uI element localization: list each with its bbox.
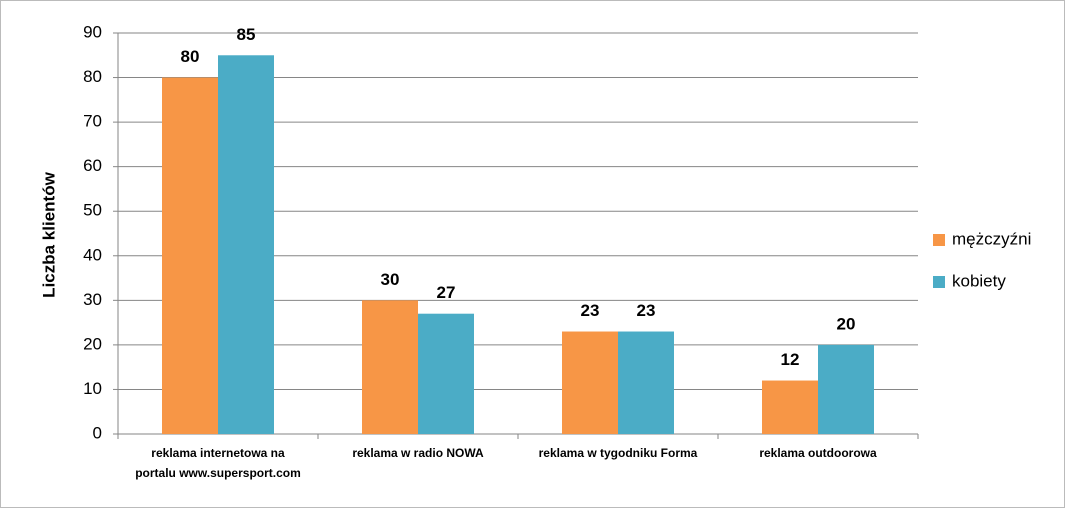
- x-tick-label: reklama w radio NOWA: [352, 446, 484, 460]
- x-tick-label: reklama outdoorowa: [759, 446, 877, 460]
- legend-label: kobiety: [952, 271, 1006, 290]
- data-label: 30: [381, 270, 400, 289]
- y-tick-label: 30: [83, 290, 102, 309]
- y-tick-label: 50: [83, 201, 102, 220]
- y-axis-label: Liczba klientów: [39, 171, 58, 297]
- bar: [162, 77, 218, 435]
- y-tick-label: 80: [83, 67, 102, 86]
- data-label: 12: [781, 350, 800, 369]
- y-tick-label: 20: [83, 334, 102, 353]
- data-label: 80: [181, 47, 200, 66]
- x-tick-label: reklama w tygodniku Forma: [539, 446, 698, 460]
- bar: [218, 55, 274, 435]
- y-tick-label: 60: [83, 156, 102, 175]
- data-label: 85: [237, 25, 256, 44]
- legend-label: mężczyźni: [952, 229, 1031, 248]
- y-tick-label: 90: [83, 22, 102, 41]
- y-tick-label: 40: [83, 245, 102, 264]
- y-tick-label: 10: [83, 379, 102, 398]
- data-label: 23: [637, 301, 656, 320]
- bar: [618, 331, 674, 434]
- data-label: 27: [437, 283, 456, 302]
- bar: [818, 344, 874, 434]
- x-tick-label: reklama internetowa na portalu www.supers…: [135, 446, 301, 480]
- bar: [762, 380, 818, 434]
- legend-swatch: [933, 276, 945, 288]
- bar: [362, 300, 418, 434]
- legend-swatch: [933, 234, 945, 246]
- data-label: 20: [837, 314, 856, 333]
- y-tick-label: 70: [83, 112, 102, 131]
- bar: [562, 331, 618, 434]
- data-label: 23: [581, 301, 600, 320]
- y-tick-label: 0: [93, 423, 102, 442]
- bar: [418, 313, 474, 434]
